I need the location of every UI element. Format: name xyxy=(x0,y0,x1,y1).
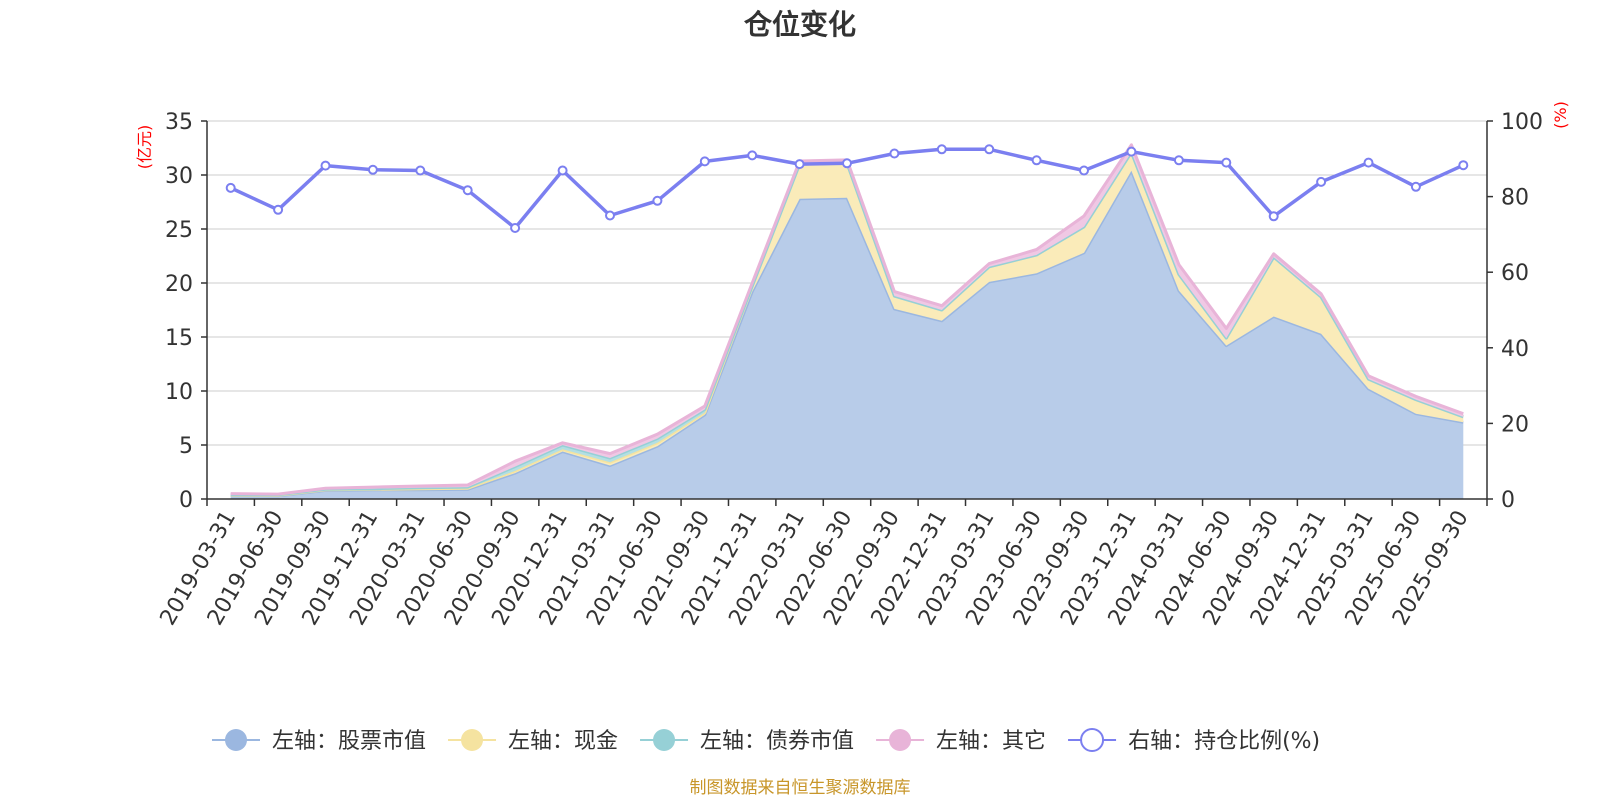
legend-circle-icon xyxy=(889,729,912,751)
stacked-areas xyxy=(230,143,1464,499)
ratio-point xyxy=(1363,157,1374,168)
left-tick-label: 30 xyxy=(165,164,193,189)
legend-item: 右轴：持仓比例(%) xyxy=(1068,728,1320,754)
ratio-point xyxy=(1126,146,1137,157)
legend-label: 右轴：持仓比例(%) xyxy=(1128,729,1320,754)
left-tick-label: 35 xyxy=(165,110,193,135)
legend: 左轴：股票市值 左轴：现金 左轴：债券市值 左轴：其它 右轴：持仓比例(%) xyxy=(212,728,1320,754)
legend-circle-icon xyxy=(653,729,676,751)
left-tick-label: 5 xyxy=(179,434,193,459)
ratio-point xyxy=(415,165,426,176)
right-tick-label: 20 xyxy=(1501,412,1529,437)
ratio-point xyxy=(652,195,663,206)
left-tick-label: 20 xyxy=(165,272,193,297)
ratio-line-series xyxy=(225,144,1469,233)
ratio-point xyxy=(936,144,947,155)
ratio-point xyxy=(605,210,615,221)
ratio-point xyxy=(367,164,378,175)
left-tick-label: 25 xyxy=(165,218,193,243)
legend-label: 左轴：现金 xyxy=(508,729,618,754)
legend-item: 左轴：股票市值 xyxy=(212,729,426,754)
ratio-point xyxy=(794,159,805,170)
ratio-point xyxy=(225,182,236,193)
right-tick-label: 100 xyxy=(1501,110,1543,135)
right-axis-name: (%) xyxy=(1551,101,1570,129)
legend-circle-icon xyxy=(461,729,484,751)
source-note: 制图数据来自恒生聚源数据库 xyxy=(690,778,911,798)
right-tick-label: 40 xyxy=(1501,337,1529,362)
ratio-point xyxy=(889,148,900,159)
ratio-point xyxy=(273,204,284,215)
ratio-point xyxy=(1316,176,1327,187)
ratio-point xyxy=(984,144,995,155)
ratio-point xyxy=(842,158,852,169)
area-左轴：股票市值 xyxy=(230,170,1464,499)
legend-label: 左轴：股票市值 xyxy=(272,729,426,754)
ratio-point xyxy=(1221,157,1232,168)
ratio-point xyxy=(1173,155,1184,166)
legend-circle-icon xyxy=(225,729,247,751)
legend-item: 左轴：现金 xyxy=(448,729,618,754)
right-tick-label: 0 xyxy=(1501,488,1515,513)
area-左轴：其它 xyxy=(230,144,1464,495)
ratio-point xyxy=(320,160,331,171)
legend-label: 左轴：其它 xyxy=(936,729,1046,754)
left-tick-label: 0 xyxy=(179,488,193,513)
legend-label: 左轴：债券市值 xyxy=(700,729,854,754)
legend-item: 左轴：其它 xyxy=(876,729,1046,754)
left-axis-name: (亿元) xyxy=(135,125,154,170)
ratio-point xyxy=(699,156,710,167)
ratio-point xyxy=(1458,160,1469,171)
ratio-point xyxy=(1410,181,1421,192)
left-tick-label: 10 xyxy=(165,380,193,405)
right-tick-label: 60 xyxy=(1501,261,1529,286)
ratio-point xyxy=(510,223,521,233)
ratio-point xyxy=(1031,155,1042,166)
ratio-point xyxy=(1268,211,1279,222)
ratio-point xyxy=(462,185,473,196)
ratio-point xyxy=(1079,165,1089,176)
chart-title: 仓位变化 xyxy=(744,8,856,41)
legend-item: 左轴：债券市值 xyxy=(640,729,854,754)
ratio-point xyxy=(557,165,568,176)
legend-hollow-circle-icon xyxy=(1080,728,1105,752)
left-tick-label: 15 xyxy=(165,326,193,351)
ratio-point xyxy=(747,150,758,161)
right-tick-label: 80 xyxy=(1501,186,1529,211)
